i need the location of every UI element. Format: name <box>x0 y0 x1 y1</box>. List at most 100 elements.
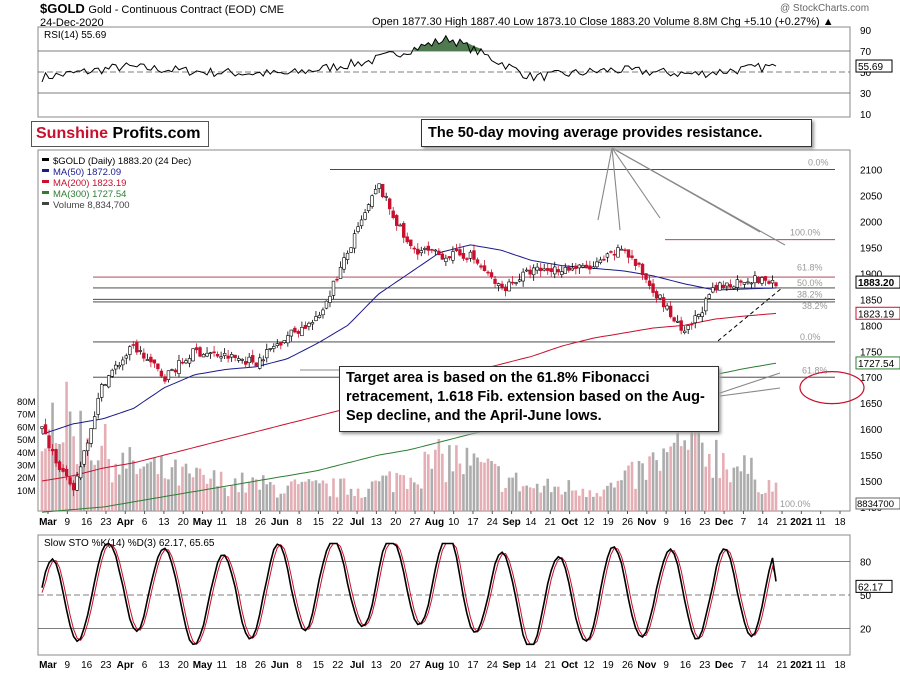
rsi-tick-label: 50 <box>860 68 872 79</box>
candle-body <box>149 356 153 363</box>
candle-body <box>107 375 111 388</box>
volume-value-label: 8834700 <box>857 499 894 510</box>
candle-body <box>739 280 743 283</box>
x-axis-label: Nov <box>637 660 656 671</box>
rsi-tick-label: 70 <box>860 47 872 58</box>
x-axis-label: Sep <box>502 517 520 528</box>
candle-body <box>377 183 381 189</box>
volume-bar <box>588 490 592 511</box>
candle-body <box>279 341 283 346</box>
candle-body <box>321 309 325 316</box>
volume-bar <box>377 481 381 511</box>
candle-body <box>489 272 494 278</box>
candle-body <box>342 257 346 270</box>
candle-body <box>753 275 757 284</box>
volume-bar <box>128 447 132 511</box>
candle-body <box>47 435 51 449</box>
stochastic-tick-label: 50 <box>860 591 872 602</box>
candle-body <box>679 320 683 331</box>
volume-bar <box>679 446 683 511</box>
candle-body <box>591 266 596 269</box>
candle-body <box>159 370 164 377</box>
volume-bar <box>514 472 518 511</box>
volume-bar <box>592 496 595 511</box>
candle-body <box>142 352 146 359</box>
x-axis-label: 9 <box>663 660 669 671</box>
candle-body <box>349 247 353 253</box>
x-axis-label: 14 <box>525 660 537 671</box>
volume-bar <box>560 494 564 511</box>
volume-bar <box>416 484 420 511</box>
volume-bar <box>391 492 395 511</box>
candle-body <box>437 250 441 256</box>
candle-body <box>78 466 83 479</box>
volume-bar <box>398 474 402 511</box>
volume-bar <box>469 465 472 511</box>
candle-body <box>184 360 188 364</box>
volume-bar <box>290 481 293 511</box>
candle-body <box>356 226 360 232</box>
x-axis-label: 2021 <box>790 660 813 671</box>
volume-bar <box>641 463 644 511</box>
ma200-price-label: 1823.19 <box>858 309 895 320</box>
candle-body <box>173 369 178 373</box>
x-axis-label: 9 <box>65 660 71 671</box>
x-axis-label: Dec <box>715 660 734 671</box>
candle-body <box>546 268 550 271</box>
price-panel <box>37 149 851 512</box>
legend-swatch <box>42 180 49 183</box>
x-axis-label: 18 <box>236 517 248 528</box>
volume-bar <box>384 475 388 511</box>
ma200-price-label-box <box>855 306 900 320</box>
candle-body <box>373 189 378 195</box>
x-axis-label: Aug <box>425 660 444 671</box>
candle-body <box>328 295 332 303</box>
volume-bar <box>82 460 86 511</box>
candle-body <box>152 359 157 364</box>
candle-body <box>486 271 490 274</box>
candle-body <box>331 280 336 296</box>
candle-body <box>68 477 72 485</box>
x-axis-label: Sep <box>502 660 520 671</box>
volume-value-box <box>855 497 900 510</box>
volume-tick-label: 40M <box>17 448 36 459</box>
volume-bar <box>247 481 251 511</box>
ma50-line <box>41 244 777 435</box>
candle-body <box>675 320 680 323</box>
x-axis-label: 11 <box>217 660 228 671</box>
candle-body <box>626 249 631 258</box>
volume-bar <box>729 482 732 511</box>
candle-body <box>352 233 357 249</box>
x-axis-label: Jun <box>271 517 289 528</box>
candle-body <box>721 284 726 288</box>
volume-bar <box>86 438 89 511</box>
stochastic-tick-label: 80 <box>860 557 872 568</box>
price-tick-label: 2100 <box>860 166 883 177</box>
volume-bar <box>437 438 441 511</box>
volume-bar <box>669 446 672 511</box>
candle-body <box>451 251 455 261</box>
candle-body <box>124 355 128 359</box>
candle-body <box>128 346 132 355</box>
candle-body <box>454 248 459 252</box>
volume-bar <box>448 445 451 511</box>
volume-bar <box>627 465 630 511</box>
volume-bar <box>374 480 377 511</box>
volume-bar <box>609 482 613 511</box>
candle-body <box>735 279 740 288</box>
volume-bar <box>405 488 409 511</box>
volume-bar <box>430 468 434 511</box>
volume-bar <box>434 449 437 511</box>
candle-body <box>258 357 262 369</box>
candle-body <box>760 277 764 284</box>
x-axis-label: 22 <box>332 660 344 671</box>
candle-body <box>528 269 532 275</box>
volume-bar <box>268 482 272 511</box>
sunshine-profits-logo: Sunshine Profits.com <box>31 121 209 147</box>
volume-bar <box>511 477 514 511</box>
volume-bar <box>325 483 328 511</box>
candle-body <box>345 252 350 260</box>
volume-bar <box>665 452 669 511</box>
volume-bar <box>634 488 637 511</box>
volume-bar <box>304 481 307 511</box>
